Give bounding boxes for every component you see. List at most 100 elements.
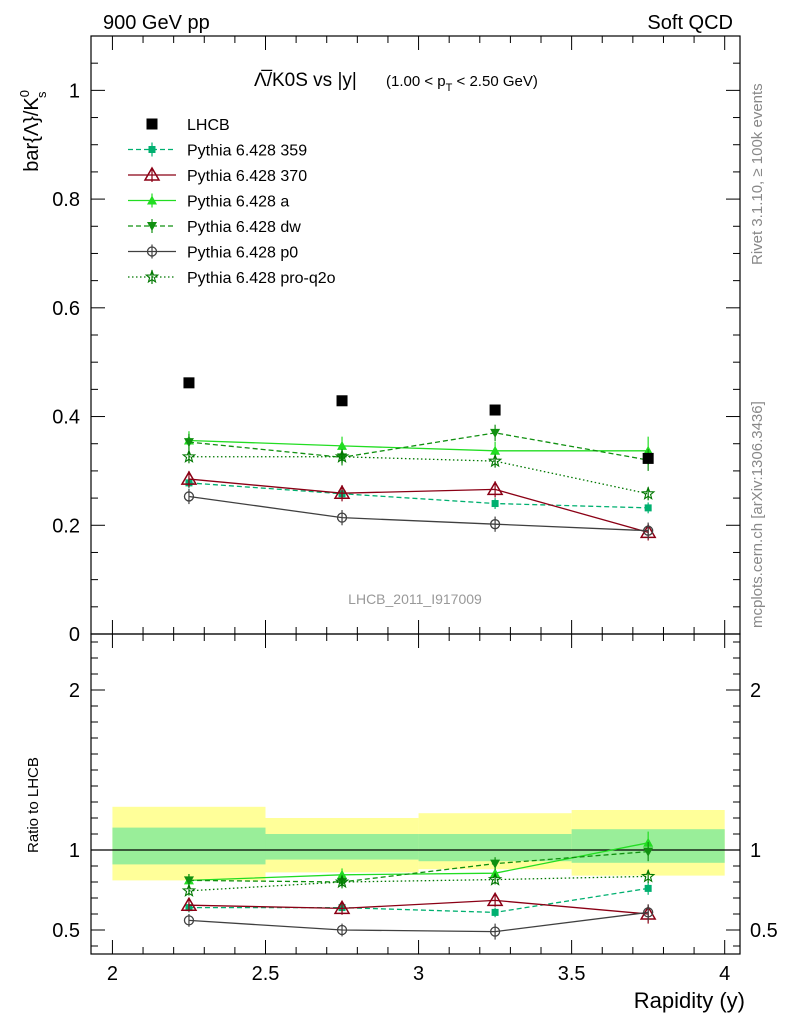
main-series-line-p359 xyxy=(188,482,649,509)
legend-marker-pdw xyxy=(147,222,157,231)
ratio-point-pp0 xyxy=(643,907,654,918)
ratio-y-tick-label-right: 0.5 xyxy=(750,920,778,942)
title-cut-start: (1.00 < p xyxy=(386,73,446,90)
ratio-band-green-2 xyxy=(418,834,572,862)
legend-marker-pa xyxy=(147,195,157,205)
ratio-point-pp0 xyxy=(183,915,195,926)
legend-marker-pp0 xyxy=(146,246,158,257)
main-point-pp0 xyxy=(183,491,195,502)
main-series-line-pp0 xyxy=(188,495,649,532)
ratio-y-tick-label: 0.5 xyxy=(52,920,80,942)
ratio-point-pq2o xyxy=(334,874,350,889)
legend-label-pa: Pythia 6.428 a xyxy=(187,194,289,211)
ratio-y-tick-label: 2 xyxy=(69,680,80,702)
title-cut-end: < 2.50 GeV) xyxy=(452,73,537,90)
main-point-lhcb xyxy=(489,404,501,416)
main-point-pdw xyxy=(490,428,501,438)
x-tick-label: 2 xyxy=(107,963,118,985)
main-ylabel-sub: s xyxy=(34,91,49,98)
main-y-tick-label: 0 xyxy=(69,624,80,646)
legend-marker-lhcb xyxy=(146,118,158,130)
ratio-y-tick-label: 1 xyxy=(69,840,80,862)
header-right-label: Soft QCD xyxy=(647,12,733,34)
ratio-point-p370 xyxy=(333,899,351,915)
ratio-series-line-pa xyxy=(188,842,649,882)
legend-label-pq2o: Pythia 6.428 pro-q2o xyxy=(187,270,336,287)
legend-label-pp0: Pythia 6.428 p0 xyxy=(187,245,298,262)
main-point-pa xyxy=(490,445,501,455)
main-title-text: Λ̅/K0S vs |y| xyxy=(254,70,357,91)
legend-label-p359: Pythia 6.428 359 xyxy=(187,143,307,160)
ratio-point-p359 xyxy=(491,908,499,916)
main-series-line-pdw xyxy=(188,432,649,461)
main-ylabel: bar{Λ}/K0 s xyxy=(17,90,49,172)
legend-label-lhcb: LHCB xyxy=(187,117,230,134)
ratio-series-line-p359 xyxy=(188,887,649,914)
main-title: Λ̅/K0S vs |y| xyxy=(254,70,357,91)
main-point-pp0 xyxy=(643,525,654,536)
ratio-point-pdw xyxy=(643,847,654,857)
ratio-point-p370 xyxy=(486,891,504,907)
main-point-pp0 xyxy=(489,519,501,530)
ratio-point-pp0 xyxy=(489,926,501,937)
main-y-tick-label: 0.4 xyxy=(52,407,80,429)
main-point-pq2o xyxy=(334,449,350,463)
main-series-line-pa xyxy=(188,439,649,452)
ratio-point-pq2o xyxy=(640,868,656,883)
x-tick-label: 3.5 xyxy=(558,963,586,985)
mcplots-label: mcplots.cern.ch [arXiv:1306.3436] xyxy=(749,401,766,628)
ratio-point-pa xyxy=(337,869,348,879)
main-series-line-pq2o xyxy=(188,456,649,495)
ratio-frame xyxy=(90,633,741,955)
legend-label-pdw: Pythia 6.428 dw xyxy=(187,219,301,236)
main-point-p370 xyxy=(333,484,351,499)
main-point-lhcb xyxy=(642,452,654,464)
ratio-band-green-1 xyxy=(265,834,419,860)
main-point-lhcb xyxy=(183,377,195,389)
main-point-pq2o xyxy=(487,453,503,468)
main-title-cut: (1.00 < pT < 2.50 GeV) xyxy=(386,73,538,94)
main-point-pdw xyxy=(183,438,194,448)
legend-marker-p370 xyxy=(143,166,161,181)
main-ylabel-sup: 0 xyxy=(17,90,32,97)
ratio-point-p359 xyxy=(644,884,652,892)
main-point-pp0 xyxy=(336,512,348,523)
main-ylabel-text: bar{Λ}/K xyxy=(21,97,43,172)
main-y-tick-label: 1 xyxy=(69,80,80,102)
main-point-pa xyxy=(337,440,348,450)
main-point-p370 xyxy=(180,470,198,485)
main-y-tick-label: 0.8 xyxy=(52,189,80,211)
main-point-p359 xyxy=(644,504,652,512)
header-left-label: 900 GeV pp xyxy=(103,12,210,34)
main-y-tick-label: 0.2 xyxy=(52,515,80,537)
ratio-y-tick-label-right: 2 xyxy=(750,680,761,702)
rivet-label: Rivet 3.1.10, ≥ 100k events xyxy=(749,83,766,265)
ratio-point-pdw xyxy=(183,876,194,886)
ratio-band-green-0 xyxy=(112,827,266,865)
x-tick-label: 4 xyxy=(719,963,730,985)
ratio-point-p370 xyxy=(180,896,198,911)
ratio-point-pq2o xyxy=(487,872,503,886)
ratio-series-line-pp0 xyxy=(188,911,649,933)
legend-label-p370: Pythia 6.428 370 xyxy=(187,168,307,185)
xlabel: Rapidity (y) xyxy=(634,988,745,1013)
analysis-id: LHCB_2011_I917009 xyxy=(348,591,482,607)
ratio-point-pq2o xyxy=(181,883,197,897)
main-point-p359 xyxy=(491,500,499,508)
ratio-ylabel: Ratio to LHCB xyxy=(25,757,42,853)
main-point-pq2o xyxy=(181,449,197,463)
main-y-tick-label: 0.6 xyxy=(52,298,80,320)
main-point-pq2o xyxy=(640,486,656,500)
legend-marker-pq2o xyxy=(144,269,160,284)
main-series-line-p370 xyxy=(188,478,649,533)
ratio-point-pp0 xyxy=(336,924,348,936)
x-tick-label: 2.5 xyxy=(252,963,280,985)
ratio-point-pdw xyxy=(490,859,501,869)
legend-marker-p359 xyxy=(148,146,156,153)
main-point-p370 xyxy=(486,480,504,496)
x-tick-label: 3 xyxy=(413,963,424,985)
title-cut-sub: T xyxy=(446,82,453,94)
main-point-lhcb xyxy=(336,395,348,407)
ratio-series-line-pq2o xyxy=(188,875,649,892)
